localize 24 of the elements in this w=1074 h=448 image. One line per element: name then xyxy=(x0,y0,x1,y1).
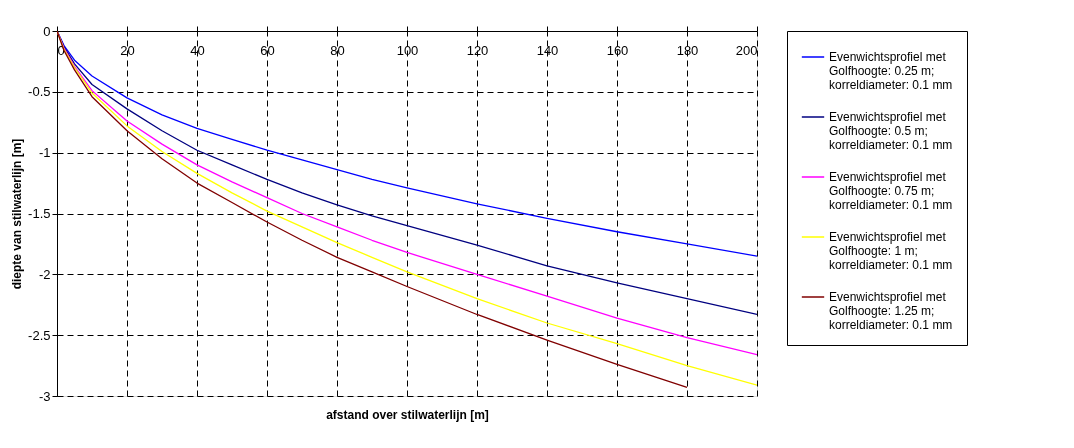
x-tick-label: 140 xyxy=(536,42,559,58)
y-tick-label: -1.5 xyxy=(28,206,51,221)
y-tick-label: -2.5 xyxy=(28,327,51,343)
legend-label: Evenwichtsprofiel met Golfhoogte: 1 m; korreldiameter: 0.1 mm xyxy=(829,230,953,272)
legend-label: Evenwichtsprofiel met Golfhoogte: 0.25 m; korreldiameter: 0.1 mm xyxy=(829,50,953,92)
y-tick-label: 0 xyxy=(43,23,51,39)
x-tick-label: 60 xyxy=(260,42,275,58)
y-tick-label: -1 xyxy=(38,145,51,161)
x-axis-title: afstand over stilwaterlijn [m] xyxy=(326,407,489,422)
legend-label: Evenwichtsprofiel met Golfhoogte: 0.5 m; korreldiameter: 0.1 mm xyxy=(829,110,953,152)
x-tick-label: 100 xyxy=(396,42,419,58)
x-tick-label: 160 xyxy=(606,42,629,58)
x-tick-label: 180 xyxy=(676,42,699,58)
x-tick-label: 120 xyxy=(466,42,489,58)
y-tick-label: -0.5 xyxy=(28,84,51,100)
y-axis-title: diepte van stilwaterlijn [m] xyxy=(10,138,25,290)
x-tick-label: 80 xyxy=(330,42,345,58)
y-tick-label: -3 xyxy=(38,388,51,404)
legend-label: Evenwichtsprofiel met Golfhoogte: 0.75 m; korreldiameter: 0.1 mm xyxy=(829,170,953,212)
y-tick-label: -2 xyxy=(38,266,51,282)
x-tick-label: 20 xyxy=(120,42,135,58)
legend-label: Evenwichtsprofiel met Golfhoogte: 1.25 m; korreldiameter: 0.1 mm xyxy=(829,290,953,332)
x-tick-label: 40 xyxy=(190,42,205,58)
x-tick-label: 200 xyxy=(735,42,758,58)
